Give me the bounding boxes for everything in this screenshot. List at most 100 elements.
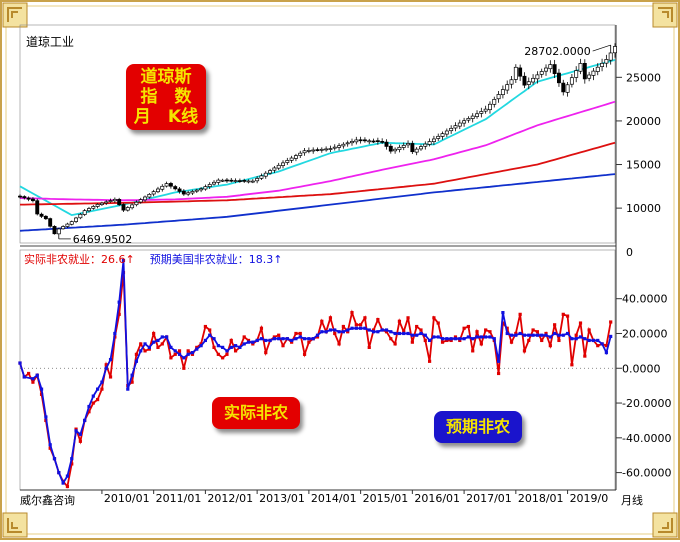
series-point-blue: [57, 471, 61, 475]
candle-body: [535, 74, 540, 80]
series-point-blue: [397, 331, 402, 336]
series-point-blue: [337, 330, 341, 334]
series-point-red: [583, 354, 587, 358]
high-annotation-leader: [592, 44, 611, 52]
candle-body: [367, 140, 372, 143]
series-point-red: [272, 335, 276, 339]
date-axis-tick-label: 2019/0: [570, 492, 609, 505]
actual-up-arrow-icon: ↑: [125, 253, 135, 266]
series-point-blue: [233, 344, 238, 348]
candle-body: [268, 170, 273, 174]
candle-body: [225, 179, 229, 182]
candle-body: [401, 145, 406, 148]
date-axis-tick-label: 2010/01: [104, 492, 150, 505]
price-axis-tick-label: 25000: [626, 71, 661, 84]
candle-body: [216, 179, 221, 183]
candle-body: [526, 81, 531, 85]
series-point-red: [415, 324, 419, 329]
candle-body: [181, 190, 186, 195]
series-point-red: [406, 316, 410, 320]
series-point-blue: [246, 340, 251, 344]
candle-body: [91, 206, 96, 209]
candle-body: [518, 67, 523, 77]
series-point-red: [203, 324, 207, 329]
candle-body: [156, 188, 160, 193]
series-point-red: [518, 312, 522, 316]
series-point-red: [212, 345, 216, 349]
candle-body: [444, 130, 449, 135]
series-point-blue: [87, 404, 91, 409]
candle-body: [362, 139, 367, 142]
series-point-red: [350, 311, 354, 315]
candle-body: [293, 155, 298, 159]
series-point-red: [307, 340, 311, 344]
series-point-blue: [242, 342, 246, 346]
candle-body: [604, 59, 609, 64]
candle-body: [212, 181, 216, 185]
series-point-blue: [143, 342, 147, 346]
series-point-red: [458, 338, 462, 343]
series-point-red: [337, 342, 341, 346]
series-point-blue: [609, 334, 613, 339]
series-point-blue: [488, 335, 492, 339]
series-point-blue: [186, 352, 190, 356]
series-point-red: [108, 375, 113, 379]
series-point-red: [479, 342, 483, 346]
series-point-blue: [22, 375, 26, 379]
candle-body: [423, 143, 428, 147]
series-point-red: [91, 401, 95, 405]
series-point-blue: [74, 429, 78, 433]
candle-body: [595, 66, 600, 72]
candle-body: [384, 141, 389, 147]
frame-corner-ornament: [652, 2, 678, 28]
candle-body: [207, 184, 212, 187]
series-point-blue: [415, 333, 419, 337]
series-point-blue: [367, 328, 371, 332]
candle-body: [30, 198, 35, 202]
series-point-red: [169, 356, 173, 360]
series-point-blue: [466, 335, 471, 339]
candle-body: [449, 127, 454, 132]
series-point-blue: [208, 333, 212, 337]
series-point-red: [104, 363, 108, 367]
series-point-red: [453, 335, 458, 339]
series-point-red: [264, 351, 268, 355]
candle-body: [393, 148, 398, 152]
candle-body: [255, 178, 260, 182]
series-point-blue: [410, 333, 414, 337]
series-point-blue: [518, 331, 522, 336]
series-point-red: [462, 326, 466, 330]
series-point-blue: [333, 328, 337, 332]
series-point-red: [389, 337, 393, 341]
series-point-blue: [91, 394, 95, 398]
series-point-blue: [574, 337, 578, 341]
series-point-red: [509, 340, 514, 344]
date-axis-tick-label: 2016/01: [414, 492, 460, 505]
series-point-blue: [509, 333, 514, 337]
series-point-blue: [363, 326, 367, 330]
series-point-red: [445, 338, 449, 343]
series-point-red: [302, 352, 307, 356]
series-point-blue: [371, 330, 376, 334]
candle-body: [513, 66, 518, 80]
series-point-blue: [453, 337, 458, 341]
candle-body: [190, 191, 195, 194]
series-point-blue: [177, 352, 182, 356]
candle-body: [259, 175, 264, 179]
low-value-label: 6469.9502: [73, 233, 133, 246]
series-point-blue: [272, 337, 276, 341]
series-point-red: [419, 328, 423, 332]
series-point-red: [195, 345, 199, 349]
frame-corner-ornament: [2, 2, 28, 28]
candle-body: [35, 200, 40, 215]
candle-body: [298, 152, 303, 156]
candle-body: [186, 192, 191, 195]
candle-body: [556, 72, 561, 84]
series-point-blue: [160, 335, 164, 339]
date-axis-tick-label: 2011/01: [156, 492, 202, 505]
series-point-blue: [83, 418, 87, 423]
candle-body: [306, 150, 311, 152]
series-point-blue: [376, 330, 380, 334]
series-point-blue: [104, 366, 108, 370]
series-point-red: [561, 312, 565, 316]
